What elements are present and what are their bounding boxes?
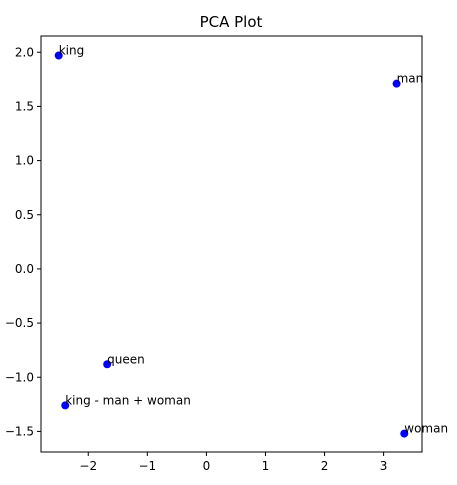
y-tick-label: 1.5	[15, 99, 34, 113]
data-point-marker	[392, 79, 401, 88]
y-tick-label: 0.5	[15, 208, 34, 222]
x-tick-label: 3	[380, 459, 388, 473]
data-point-label: man	[397, 72, 424, 86]
data-point-label: queen	[107, 352, 145, 366]
data-point-marker	[103, 360, 112, 369]
y-tick-label: −1.5	[5, 424, 34, 438]
y-tick-label: 1.0	[15, 154, 34, 168]
data-point-label: king	[59, 44, 85, 58]
x-tick-label: 1	[262, 459, 270, 473]
data-point-label: woman	[404, 422, 448, 436]
x-tick-label: 2	[321, 459, 329, 473]
x-tick-label: −1	[138, 459, 156, 473]
data-point-label: king - man + woman	[65, 393, 191, 407]
chart-title: PCA Plot	[200, 13, 263, 31]
axis-ticks: −2 −1 0 1 2 3 2.0 1.5 1.0 0.5 0.0 −0.5 −1.0 −1.5	[5, 45, 388, 473]
data-point-marker	[400, 429, 409, 438]
y-tick-label: 0.0	[15, 262, 34, 276]
data-point-marker	[61, 401, 70, 410]
x-tick-label: −2	[79, 459, 97, 473]
y-tick-label: −1.0	[5, 370, 34, 384]
data-points: king man queen king - man + woman woman	[54, 44, 448, 438]
data-point-marker	[54, 51, 63, 60]
plot-area-frame	[40, 35, 423, 453]
y-tick-label: 2.0	[15, 45, 34, 59]
x-tick-label: 0	[203, 459, 211, 473]
y-tick-label: −0.5	[5, 316, 34, 330]
